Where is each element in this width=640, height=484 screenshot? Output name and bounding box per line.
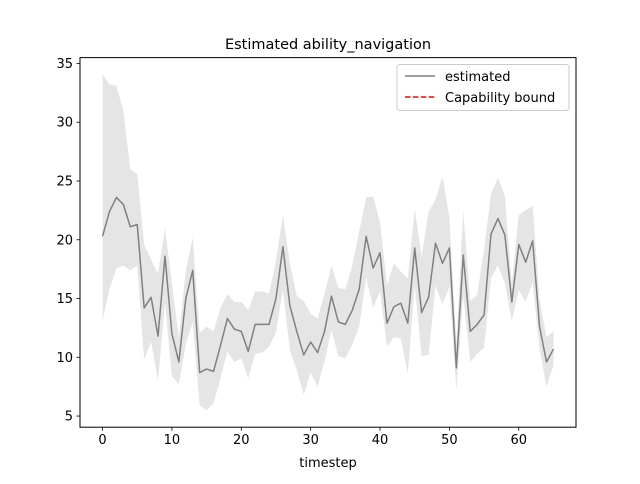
y-tick-label: 30 [56,116,73,131]
x-tick-label: 0 [98,433,106,448]
x-tick-label: 40 [372,433,389,448]
x-tick-label: 20 [233,433,250,448]
plot-frame [79,57,577,428]
x-tick-label: 50 [441,433,458,448]
plot-area [79,57,577,428]
legend-box [396,64,570,111]
confidence-band [102,74,554,411]
legend: estimated Capability bound [396,64,570,111]
y-tick-label: 25 [56,174,73,189]
series-line-estimated [101,196,555,374]
legend-label-capability-bound: Capability bound [445,91,555,106]
x-tick-label: 30 [302,433,319,448]
legend-label-estimated: estimated [445,70,510,85]
chart-title: Estimated ability_navigation [225,37,431,53]
x-tick-label: 60 [510,433,527,448]
y-tick-label: 20 [56,233,73,248]
x-axis-label: timestep [299,456,357,471]
y-tick-label: 15 [56,292,73,307]
x-tick-label: 10 [164,433,181,448]
y-axis: 5 10 15 20 25 30 35 [56,57,80,425]
y-tick-label: 10 [56,351,73,366]
x-axis: 0 10 20 30 40 50 60 [98,427,527,448]
y-tick-label: 35 [56,57,73,72]
y-tick-label: 5 [65,410,73,425]
